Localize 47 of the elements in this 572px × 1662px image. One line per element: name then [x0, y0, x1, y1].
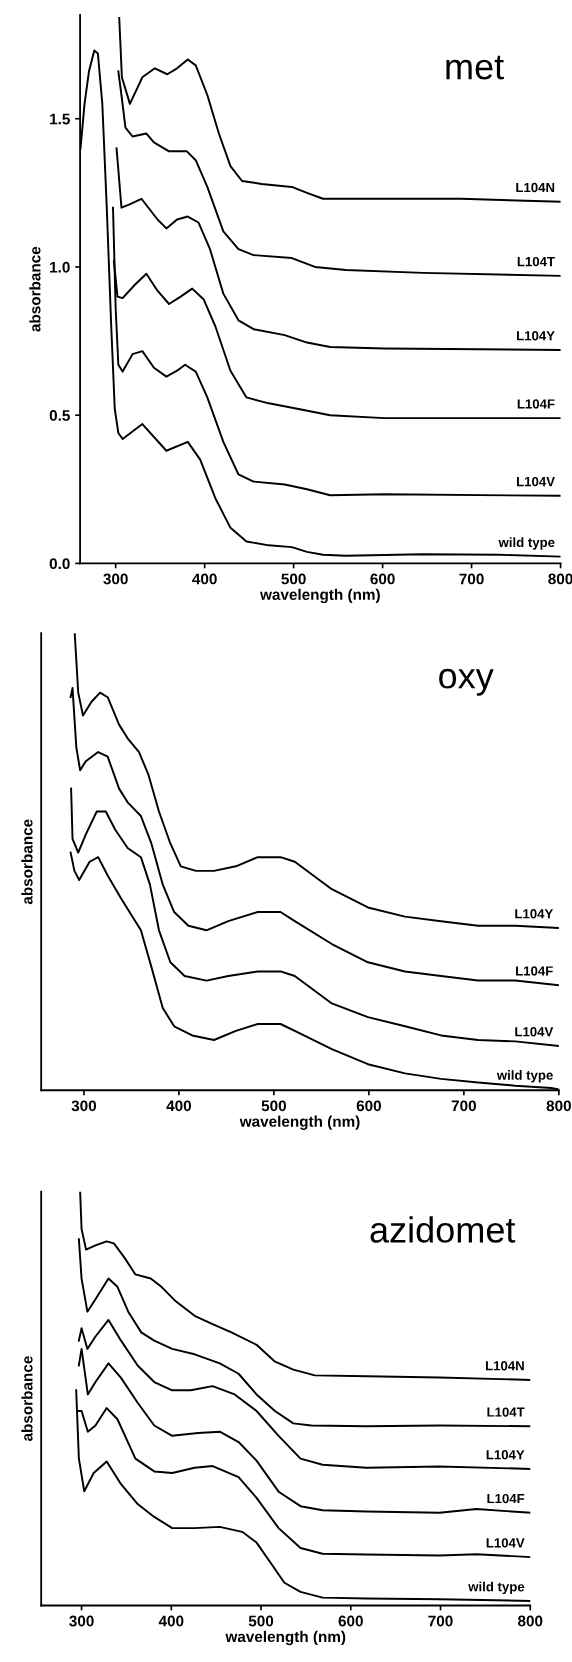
y-axis-title: absorbance: [29, 246, 41, 332]
y-tick-label: 1.5: [50, 113, 70, 125]
x-tick-label: 300: [103, 573, 128, 585]
series-label: L104Y: [515, 909, 554, 919]
x-tick-label: 700: [459, 573, 484, 585]
series-label: L104N: [485, 1361, 524, 1371]
series-label: wild type: [498, 537, 555, 550]
x-tick-label: 500: [281, 573, 306, 585]
series-label: wild type: [496, 1070, 553, 1083]
x-axis-title: wavelength (nm): [239, 1115, 360, 1130]
x-tick-label: 500: [261, 1100, 287, 1112]
series-label: L104T: [517, 256, 555, 267]
series-label: L104T: [487, 1407, 525, 1417]
y-tick-label: 1.0: [50, 261, 70, 273]
x-axis-title: wavelength (nm): [225, 1630, 346, 1646]
series-label: L104V: [517, 476, 555, 487]
x-tick-label: 800: [546, 1100, 571, 1112]
series-label: L104F: [487, 1493, 525, 1504]
series-label: L104V: [515, 1027, 554, 1037]
x-tick-label: 700: [451, 1100, 476, 1112]
y-tick-label: 0.0: [49, 558, 70, 570]
text: met: [446, 55, 504, 80]
y-tick-label: 0.5: [49, 410, 70, 421]
text: azidomet: [370, 1216, 516, 1243]
x-tick-label: 500: [248, 1615, 274, 1627]
series-label: L104V: [486, 1538, 525, 1548]
x-tick-label: 400: [158, 1615, 184, 1627]
series-label: L104F: [517, 399, 555, 409]
series-label: L104Y: [486, 1450, 525, 1460]
x-tick-label: 400: [166, 1100, 192, 1112]
series-label: wild type: [468, 1581, 525, 1594]
x-axis-title: wavelength (nm): [260, 588, 380, 604]
x-tick-label: 800: [548, 573, 572, 585]
series-label: L104Y: [517, 331, 555, 341]
y-axis-title: absorbance: [21, 819, 33, 905]
x-tick-label: 600: [370, 573, 395, 585]
x-tick-label: 600: [356, 1100, 381, 1112]
x-tick-label: 800: [517, 1615, 543, 1627]
x-tick-label: 300: [71, 1100, 97, 1112]
series-label: L104N: [516, 182, 555, 193]
x-tick-label: 400: [192, 573, 217, 585]
x-tick-label: 300: [69, 1615, 94, 1627]
series-label: L104F: [516, 966, 553, 976]
y-axis-title: absorbance: [21, 1356, 33, 1441]
x-tick-label: 700: [428, 1615, 453, 1627]
x-tick-label: 600: [338, 1615, 363, 1627]
text: oxy: [439, 668, 494, 696]
